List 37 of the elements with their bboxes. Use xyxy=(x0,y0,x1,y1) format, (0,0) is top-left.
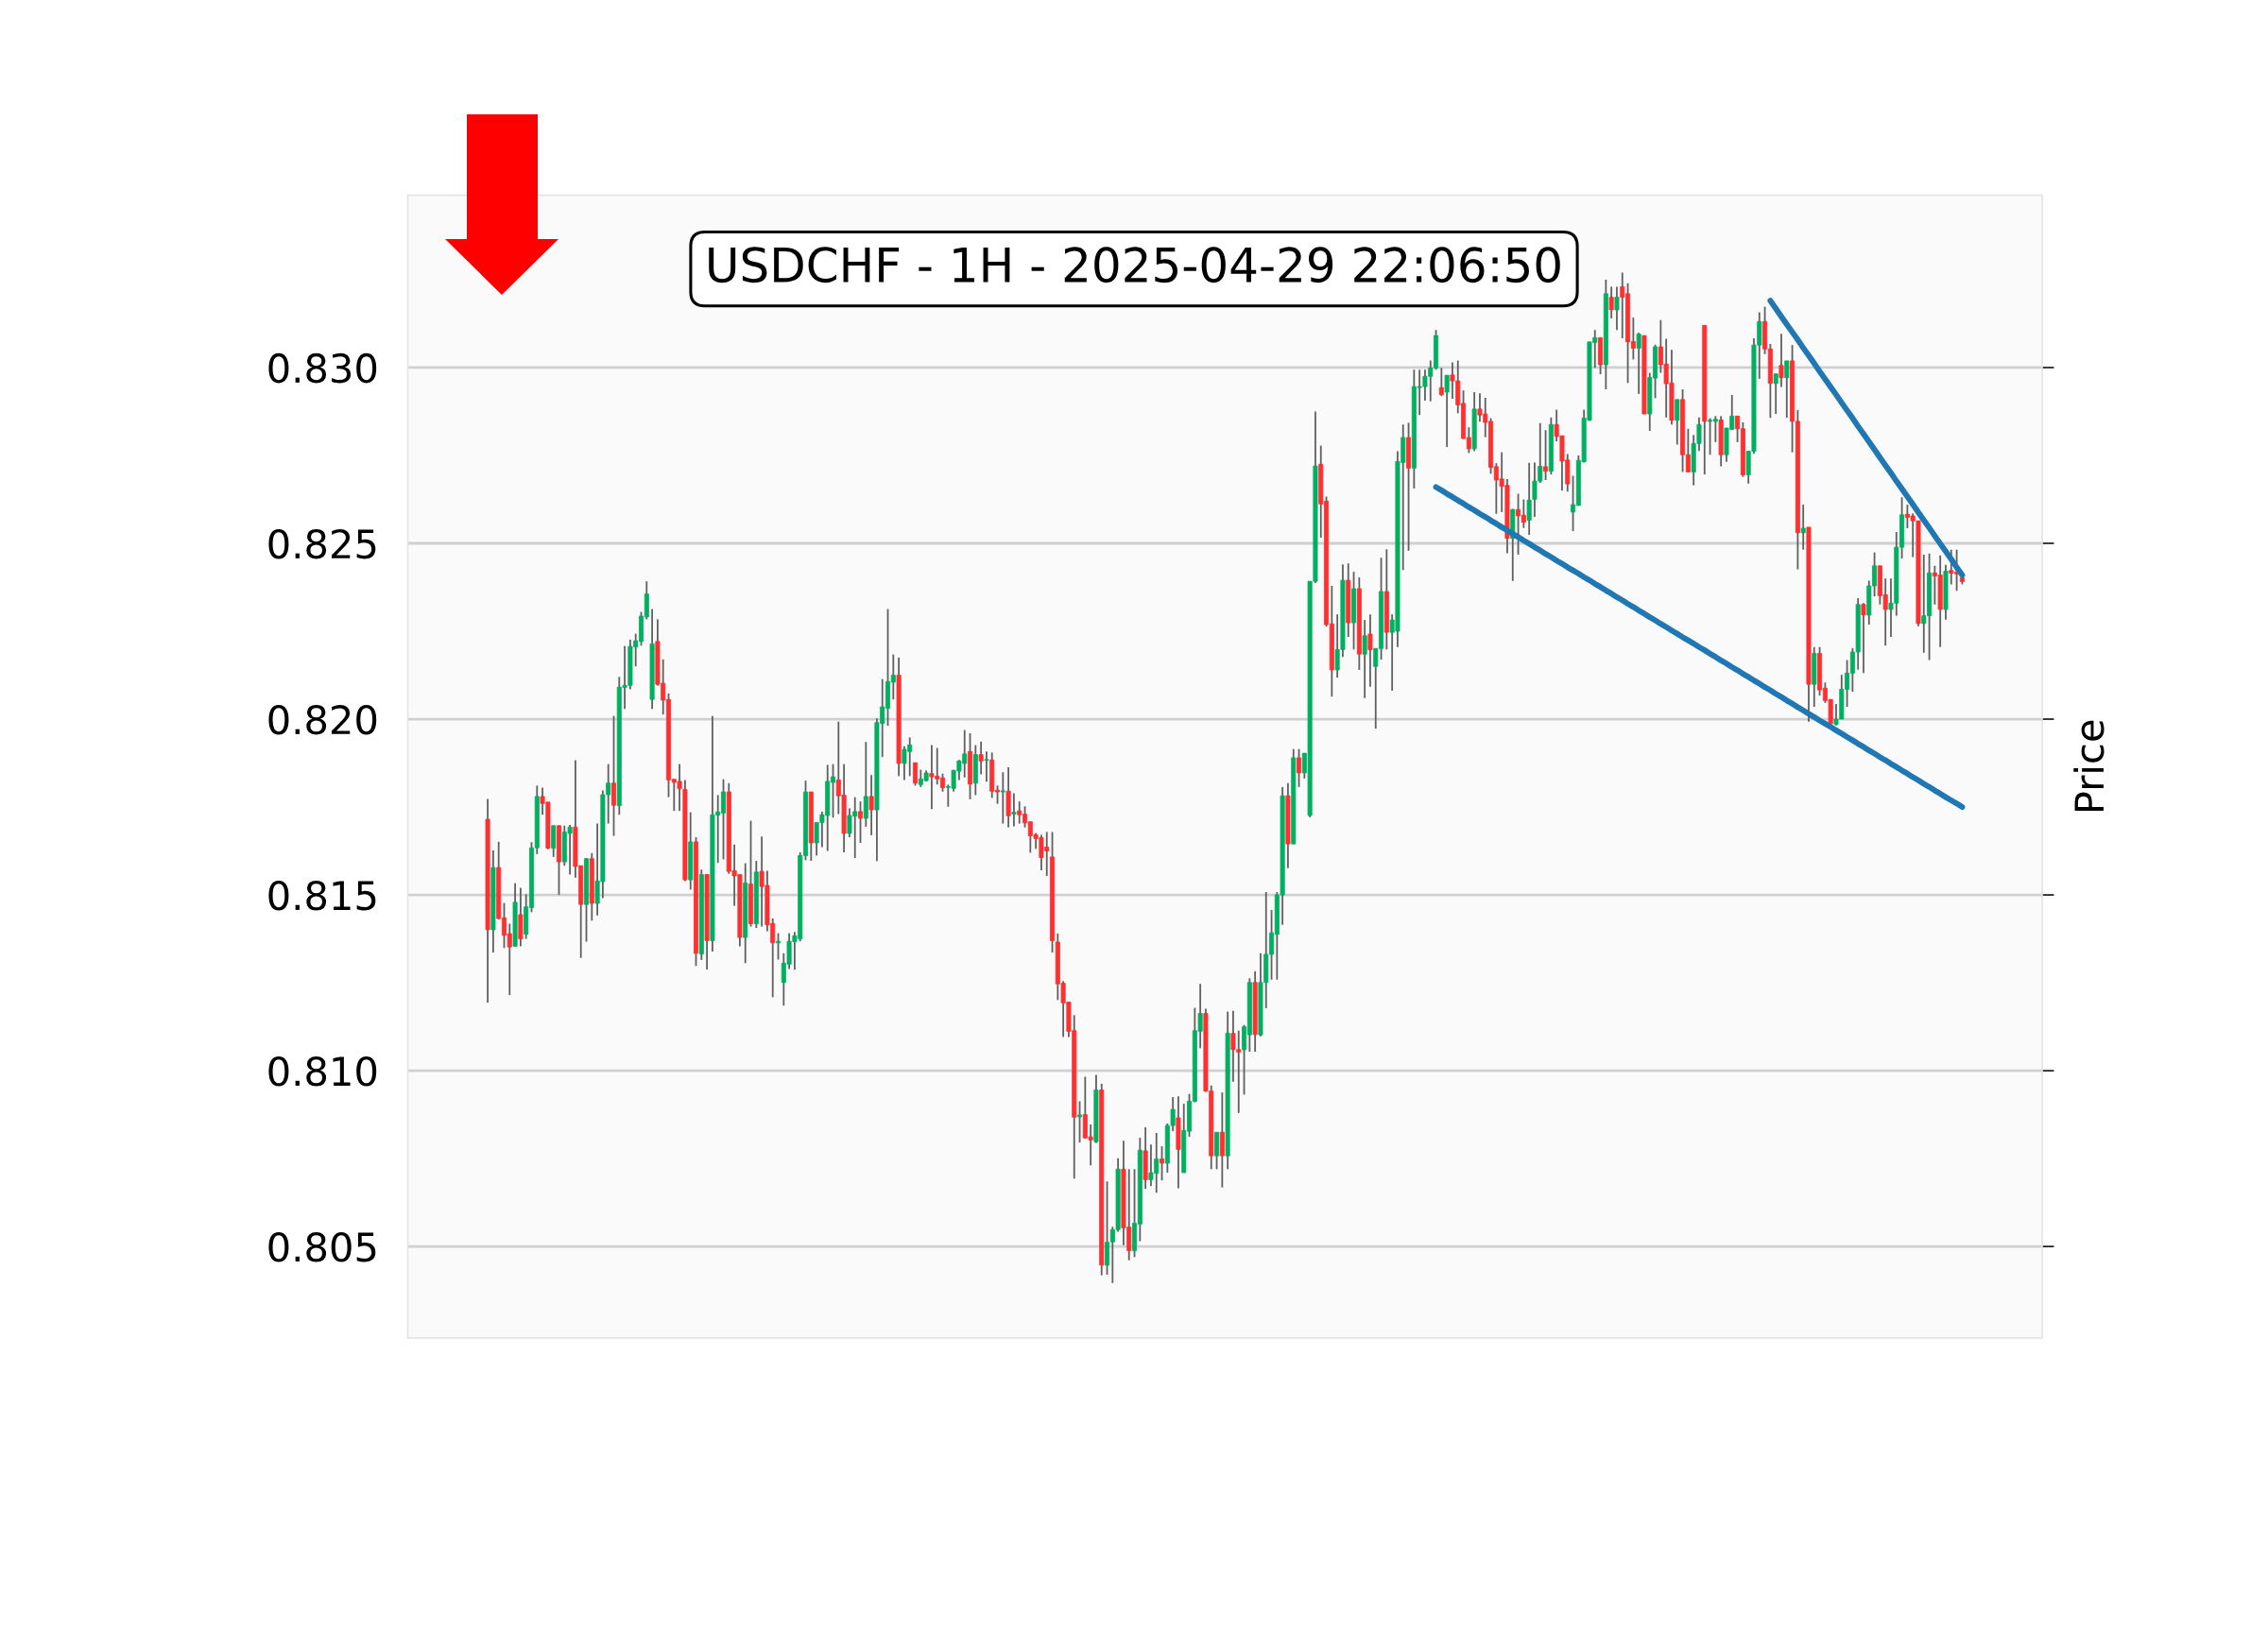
candlestick xyxy=(984,750,989,783)
candlestick xyxy=(1614,285,1620,332)
y-tick-label: 0.805 xyxy=(268,1232,376,1262)
y-tick-label: 0.810 xyxy=(268,1056,377,1087)
candlestick xyxy=(1675,398,1680,446)
candlestick xyxy=(1438,367,1444,398)
candlestick xyxy=(551,824,557,858)
candlestick xyxy=(913,762,919,787)
candlestick xyxy=(1444,374,1450,448)
candlestick xyxy=(1000,771,1005,825)
candlestick xyxy=(1526,461,1532,536)
y-tick-label: 0.825 xyxy=(268,528,376,559)
y-tick-label: 0.830 xyxy=(268,352,377,384)
candlestick xyxy=(863,741,868,828)
candlestick xyxy=(1608,285,1614,319)
candlestick xyxy=(1011,792,1017,828)
candlestick xyxy=(868,774,874,836)
candlestick xyxy=(1297,747,1302,788)
candlestick xyxy=(858,800,864,844)
candlestick xyxy=(1784,359,1790,420)
candlestick xyxy=(978,740,984,776)
y-tick-label: 0.820 xyxy=(268,704,377,735)
text: USDCHF - 1H - 2025-04-29 22:06:50 xyxy=(709,247,1560,283)
candlestick xyxy=(1367,613,1373,688)
candlestick xyxy=(1362,619,1367,699)
candlestick xyxy=(1543,429,1549,481)
candlestick xyxy=(1160,1145,1165,1182)
y-axis-title: Price xyxy=(2073,720,2105,811)
candlestick xyxy=(1636,332,1641,395)
candlestick xyxy=(1778,333,1784,388)
y-tick-label: 0.815 xyxy=(268,880,376,911)
candlestick xyxy=(1077,1100,1083,1143)
candlestick xyxy=(1773,372,1778,415)
candlestick xyxy=(776,932,782,961)
candlestick xyxy=(610,714,617,837)
candlestick xyxy=(1861,602,1866,675)
candlestick xyxy=(1800,504,1806,551)
